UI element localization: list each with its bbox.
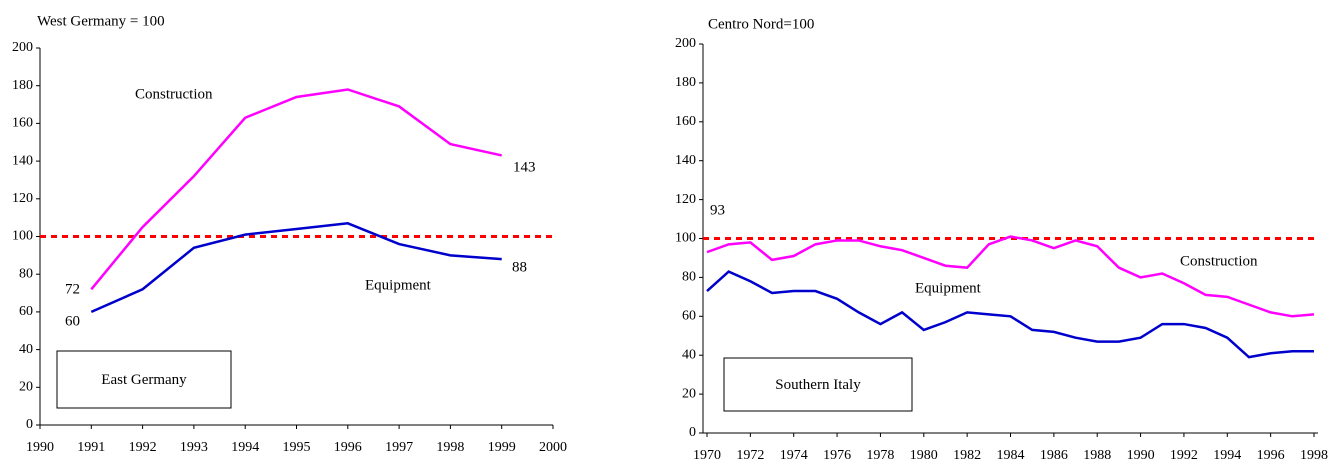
chart-title: Centro Nord=100	[708, 16, 814, 32]
line-series	[706, 270, 1314, 359]
series-label: Equipment	[365, 277, 432, 293]
x-tick-label: 1972	[736, 448, 764, 463]
x-tick-label: 1996	[334, 440, 362, 455]
x-tick-label: 2000	[539, 440, 567, 455]
annotation: 143	[513, 159, 536, 175]
y-tick-label: 200	[12, 40, 33, 55]
x-tick-label: 1994	[1213, 448, 1241, 463]
x-tick-label: 1988	[1083, 448, 1111, 463]
y-tick-label: 100	[12, 229, 33, 244]
x-tick-label: 1998	[436, 440, 464, 455]
x-tick-label: 1986	[1040, 448, 1068, 463]
x-tick-label: 1984	[997, 448, 1025, 463]
line-series	[90, 88, 502, 291]
y-tick-label: 40	[19, 342, 33, 357]
series-label: Construction	[135, 86, 213, 102]
y-tick-label: 0	[689, 425, 696, 440]
x-tick-label: 1992	[1170, 448, 1198, 463]
y-tick-label: 160	[675, 114, 696, 129]
x-tick-label: 1994	[231, 440, 259, 455]
y-tick-label: 80	[19, 266, 33, 281]
annotation: 72	[65, 281, 80, 297]
panel-box	[56, 350, 232, 409]
y-tick-label: 120	[675, 192, 696, 207]
panel-box	[723, 357, 913, 412]
x-tick-label: 1996	[1257, 448, 1285, 463]
x-tick-label: 1982	[953, 448, 981, 463]
x-tick-label: 1990	[26, 440, 54, 455]
y-tick-label: 20	[682, 386, 696, 401]
x-tick-label: 1978	[866, 448, 894, 463]
x-tick-label: 1990	[1127, 448, 1155, 463]
y-tick-label: 60	[682, 309, 696, 324]
x-tick-label: 1999	[488, 440, 516, 455]
x-tick-label: 1997	[385, 440, 413, 455]
y-tick-label: 200	[675, 36, 696, 51]
x-tick-label: 1991	[77, 440, 105, 455]
y-tick-label: 140	[675, 153, 696, 168]
line-series	[90, 222, 502, 314]
x-tick-label: 1998	[1300, 448, 1328, 463]
annotation: 60	[65, 313, 80, 329]
y-tick-label: 20	[19, 380, 33, 395]
y-tick-label: 100	[675, 231, 696, 246]
annotation: 88	[512, 259, 527, 275]
x-tick-label: 1995	[283, 440, 311, 455]
y-tick-label: 180	[675, 75, 696, 90]
annotation: 93	[710, 202, 725, 218]
x-tick-label: 1976	[823, 448, 851, 463]
x-tick-label: 1974	[780, 448, 808, 463]
y-tick-label: 80	[682, 270, 696, 285]
y-tick-label: 140	[12, 153, 33, 168]
y-tick-label: 60	[19, 304, 33, 319]
x-tick-label: 1980	[910, 448, 938, 463]
x-tick-label: 1970	[693, 448, 721, 463]
y-tick-label: 160	[12, 116, 33, 131]
series-label: Construction	[1180, 253, 1258, 269]
chart-title: West Germany = 100	[37, 13, 165, 29]
series-label: Equipment	[915, 280, 982, 296]
x-tick-label: 1993	[180, 440, 208, 455]
y-tick-label: 0	[26, 417, 33, 432]
y-tick-label: 180	[12, 78, 33, 93]
line-series	[706, 235, 1315, 318]
panel-label: Southern Italy	[775, 377, 861, 393]
x-tick-label: 1992	[129, 440, 157, 455]
panel-label: East Germany	[101, 372, 187, 388]
y-tick-label: 40	[682, 347, 696, 362]
y-tick-label: 120	[12, 191, 33, 206]
